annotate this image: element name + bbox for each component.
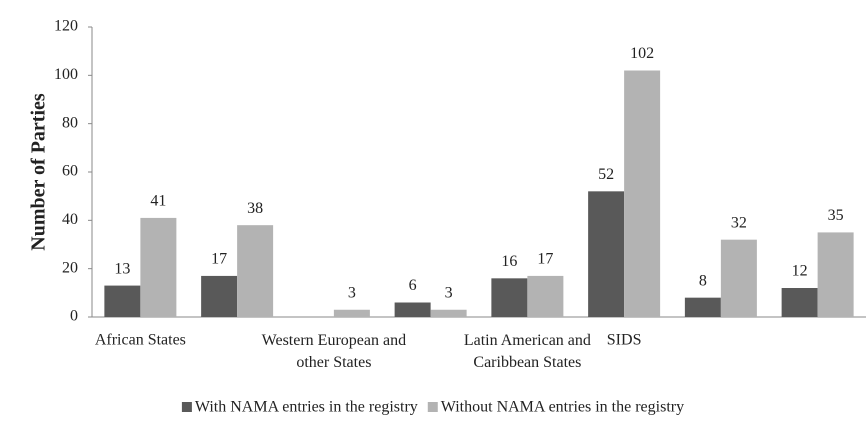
legend: With NAMA entries in the registry Without… — [181, 399, 684, 416]
y-tick-label: 20 — [62, 259, 78, 276]
data-label: 32 — [731, 214, 747, 231]
y-axis-title: Number of Parties — [28, 93, 50, 251]
y-tick-label: 40 — [62, 211, 78, 228]
y-tick-label: 120 — [54, 18, 78, 35]
data-label: 12 — [792, 263, 808, 280]
y-tick-label: 80 — [62, 114, 78, 131]
bar — [781, 288, 818, 317]
data-label: 102 — [630, 45, 654, 62]
bar — [720, 239, 757, 317]
legend-swatch — [427, 402, 438, 412]
data-label: 3 — [445, 284, 453, 301]
data-label: 16 — [501, 253, 517, 270]
y-tick-label: 100 — [54, 66, 78, 83]
data-label: 17 — [211, 251, 227, 268]
bar — [588, 191, 625, 317]
data-label: 8 — [699, 272, 707, 289]
bar — [684, 297, 721, 317]
bar — [624, 70, 661, 317]
bar — [237, 225, 274, 317]
bar — [104, 285, 141, 317]
data-label: 41 — [150, 193, 166, 210]
data-label: 17 — [537, 251, 553, 268]
x-tick-label: Latin American and Caribbean States — [464, 332, 591, 371]
legend-label: With NAMA entries in the registry — [195, 399, 418, 416]
bar — [817, 232, 854, 317]
data-label: 38 — [247, 200, 263, 217]
bar — [527, 275, 564, 317]
bar — [333, 309, 370, 317]
bar — [201, 275, 238, 317]
data-label: 3 — [348, 284, 356, 301]
legend-label: Without NAMA entries in the registry — [441, 399, 684, 416]
bar — [140, 217, 177, 317]
data-label: 35 — [828, 207, 844, 224]
bar — [394, 302, 431, 317]
x-tick-label: African States — [95, 332, 186, 349]
data-label: 6 — [409, 277, 417, 294]
x-tick-label: Western European and other States — [262, 332, 406, 371]
data-label: 13 — [114, 260, 130, 277]
y-tick-label: 60 — [62, 163, 78, 180]
y-tick-label: 0 — [70, 308, 78, 325]
bar — [430, 309, 467, 317]
data-label: 52 — [598, 166, 614, 183]
legend-swatch — [181, 402, 192, 412]
bar — [491, 278, 528, 317]
x-tick-label: SIDS — [607, 332, 642, 349]
